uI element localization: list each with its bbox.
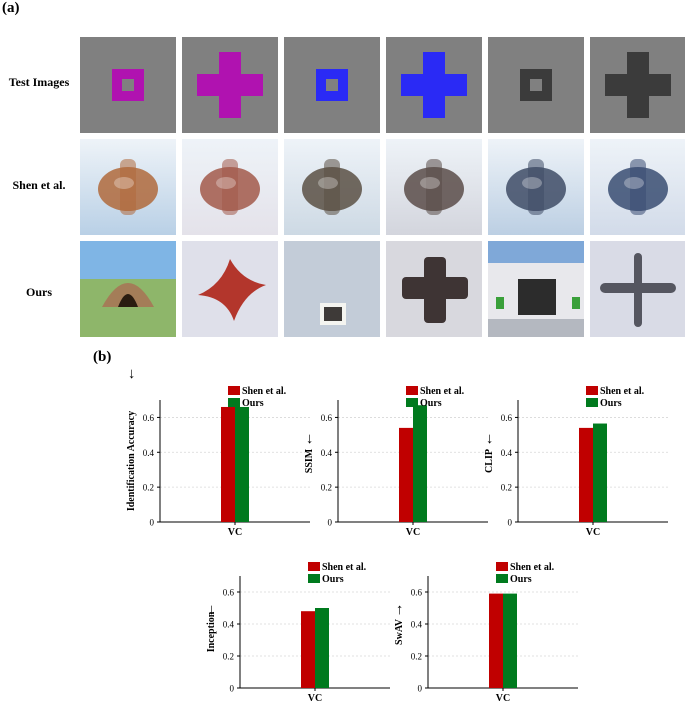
direction-arrow: ← [300, 432, 316, 447]
y-tick-label: 0.4 [501, 448, 513, 458]
y-tick-label: 0.6 [223, 588, 235, 598]
x-tick-label: VC [496, 693, 510, 704]
ours-reconstruction-6 [590, 241, 685, 337]
y-tick-label: 0.2 [501, 483, 512, 493]
y-tick-label: 0 [150, 518, 155, 528]
row-label-test-images: Test Images [8, 75, 70, 89]
y-tick-label: 0.6 [501, 413, 513, 423]
x-tick-label: VC [586, 527, 600, 538]
bar-shen [301, 611, 315, 688]
garage-door [518, 279, 556, 315]
bar-ours [235, 406, 249, 522]
legend-label: Shen et al. [510, 562, 555, 573]
y-axis-label: SSIM [304, 448, 315, 473]
legend-label: Ours [510, 574, 532, 585]
y-tick-label: 0.6 [411, 588, 423, 598]
y-tick-label: 0.4 [411, 620, 423, 630]
test-image-2 [182, 37, 278, 133]
legend-label: Ours [322, 574, 344, 585]
bar-shen [489, 593, 503, 688]
bar-shen [221, 406, 235, 522]
x-tick-label: VC [308, 693, 322, 704]
y-tick-label: 0 [508, 518, 513, 528]
y-tick-label: 0.6 [143, 413, 155, 423]
legend-swatch-shen [586, 386, 598, 395]
panel-a-label: (a) [2, 0, 20, 16]
shen-reconstruction-4 [386, 139, 482, 235]
y-axis-label: SwAV [394, 618, 405, 645]
bar-shen [399, 427, 413, 522]
legend-swatch-ours [228, 398, 240, 407]
bar-ours [413, 405, 427, 522]
test-image-5 [488, 37, 584, 133]
legend-label: Shen et al. [600, 386, 645, 397]
row-label-ours: Ours [25, 285, 52, 299]
legend-swatch-ours [406, 398, 418, 407]
y-tick-label: 0 [418, 684, 423, 694]
direction-arrow: ← [122, 367, 138, 382]
shen-reconstruction-3 [284, 139, 380, 235]
y-tick-label: 0.2 [321, 483, 332, 493]
shen-reconstruction-5 [488, 139, 584, 235]
ours-reconstruction-5 [488, 241, 584, 337]
direction-arrow: ← [480, 432, 496, 447]
y-axis-label: Inception [206, 611, 217, 652]
legend-swatch-ours [586, 398, 598, 407]
y-tick-label: 0 [328, 518, 333, 528]
ours-reconstruction-1 [80, 241, 176, 337]
flower-shape [198, 259, 266, 321]
legend-label: Shen et al. [322, 562, 367, 573]
x-tick-label: VC [228, 527, 242, 538]
legend-swatch-shen [228, 386, 240, 395]
y-tick-label: 0.2 [411, 652, 422, 662]
y-tick-label: 0.4 [143, 448, 155, 458]
test-image-4 [386, 37, 482, 133]
y-tick-label: 0 [230, 684, 235, 694]
x-tick-label: VC [406, 527, 420, 538]
legend-label: Shen et al. [242, 386, 287, 397]
y-tick-label: 0.2 [143, 483, 154, 493]
y-tick-label: 0.4 [321, 448, 333, 458]
y-tick-label: 0.6 [321, 413, 333, 423]
test-image-1 [80, 37, 176, 133]
bar-shen [579, 427, 593, 522]
test-image-6 [590, 37, 685, 133]
shen-reconstruction-2 [182, 139, 278, 235]
legend-swatch-shen [496, 562, 508, 571]
legend-label: Ours [600, 398, 622, 409]
y-tick-label: 0.2 [223, 652, 234, 662]
legend-swatch-ours [308, 574, 320, 583]
legend-swatch-shen [308, 562, 320, 571]
direction-arrow: ← [202, 603, 218, 618]
ours-reconstruction-4 [386, 241, 482, 337]
shen-reconstruction-1 [80, 139, 176, 235]
bar-ours [503, 593, 517, 688]
legend-swatch-ours [496, 574, 508, 583]
panel-b-label: (b) [93, 349, 112, 365]
bar-ours [315, 608, 329, 688]
legend-label: Shen et al. [420, 386, 465, 397]
bar-ours [593, 423, 607, 522]
y-axis-label: Identification Accuracy [126, 411, 137, 511]
row-label-shen: Shen et al. [12, 178, 66, 192]
test-image-3 [284, 37, 380, 133]
legend-swatch-shen [406, 386, 418, 395]
y-axis-label: CLIP [484, 449, 495, 473]
direction-arrow: → [390, 603, 406, 618]
ours-reconstruction-2 [182, 241, 278, 337]
ours-reconstruction-3 [284, 241, 380, 337]
y-tick-label: 0.4 [223, 620, 235, 630]
legend-label: Ours [242, 398, 264, 409]
shen-reconstruction-6 [590, 139, 685, 235]
legend-label: Ours [420, 398, 442, 409]
